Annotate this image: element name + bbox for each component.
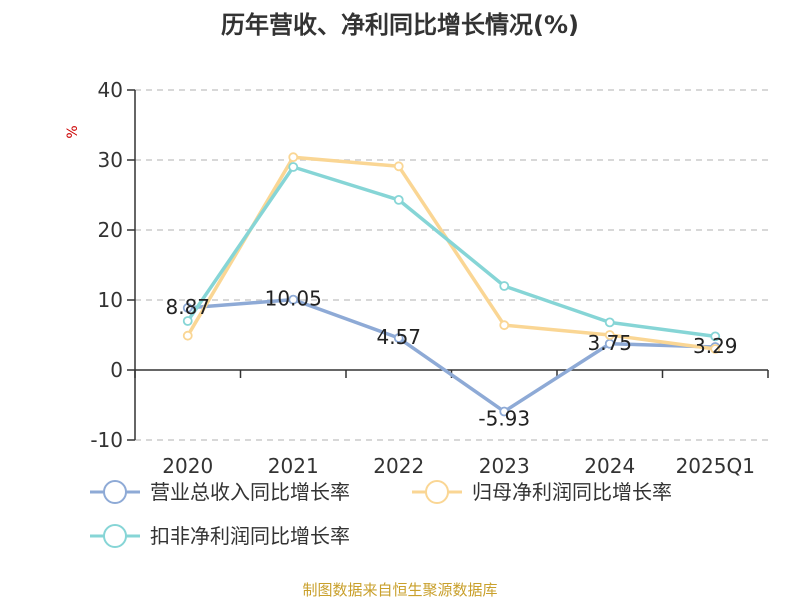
data-point (182, 330, 193, 341)
data-point (710, 331, 721, 342)
y-tick-label: 0 (110, 358, 123, 382)
x-tick-label: 2022 (373, 454, 424, 478)
y-axis-unit-label: % (65, 125, 81, 138)
axes: -10 0 10 20 30 40 2020 2021 2022 2023 2024 2025Q1 (90, 78, 769, 478)
legend-label: 营业总收入同比增长率 (150, 480, 350, 504)
y-tick-label: 10 (98, 288, 123, 312)
data-point (393, 161, 404, 172)
data-label: -5.93 (478, 407, 530, 431)
legend-item: 扣非净利润同比增长率 (90, 524, 350, 548)
series-1 (182, 294, 721, 417)
data-point (288, 294, 299, 305)
series-2 (182, 152, 721, 354)
data-point (499, 406, 510, 417)
data-label: 4.57 (376, 325, 421, 349)
y-tick-label: 20 (98, 218, 123, 242)
series-line (187, 297, 716, 414)
data-label: 3.75 (587, 331, 632, 355)
x-tick-label: 2023 (479, 454, 530, 478)
x-tick-label: 2021 (268, 454, 319, 478)
legend-marker-icon (425, 480, 449, 504)
x-tick-label: 2025Q1 (676, 454, 755, 478)
data-point (604, 330, 615, 340)
source-note: 制图数据来自恒生聚源数据库 (302, 581, 497, 599)
data-point (710, 344, 721, 354)
x-tick-label: 2024 (584, 454, 635, 478)
data-label: 3.29 (693, 334, 738, 358)
legend-item: 归母净利润同比增长率 (412, 480, 672, 504)
series-line (186, 155, 716, 351)
series-line (186, 165, 716, 339)
x-tick-label: 2020 (162, 454, 213, 478)
data-label: 10.05 (265, 287, 322, 311)
y-tick-label: 30 (98, 148, 123, 172)
chart-title: 历年营收、净利同比增长情况(%) (221, 11, 579, 39)
data-point (182, 303, 193, 313)
y-tick-label: -10 (90, 428, 123, 452)
data-point (499, 320, 510, 331)
legend-marker-icon (103, 480, 127, 504)
data-labels: 8.87 10.05 4.57 -5.93 3.75 3.29 (165, 287, 737, 431)
data-point (288, 162, 299, 172)
data-point (393, 194, 404, 205)
data-point (182, 316, 193, 326)
data-point (288, 152, 299, 163)
legend-label: 扣非净利润同比增长率 (150, 524, 350, 548)
data-point (393, 333, 404, 343)
data-label: 8.87 (165, 295, 210, 319)
series-3 (182, 162, 721, 342)
series-lines (182, 152, 721, 417)
data-point (604, 317, 615, 328)
legend-label: 归母净利润同比增长率 (472, 480, 672, 504)
y-tick-label: 40 (98, 78, 123, 102)
data-point (499, 281, 510, 291)
legend-marker-icon (103, 524, 127, 548)
legend-item: 营业总收入同比增长率 (90, 480, 350, 504)
